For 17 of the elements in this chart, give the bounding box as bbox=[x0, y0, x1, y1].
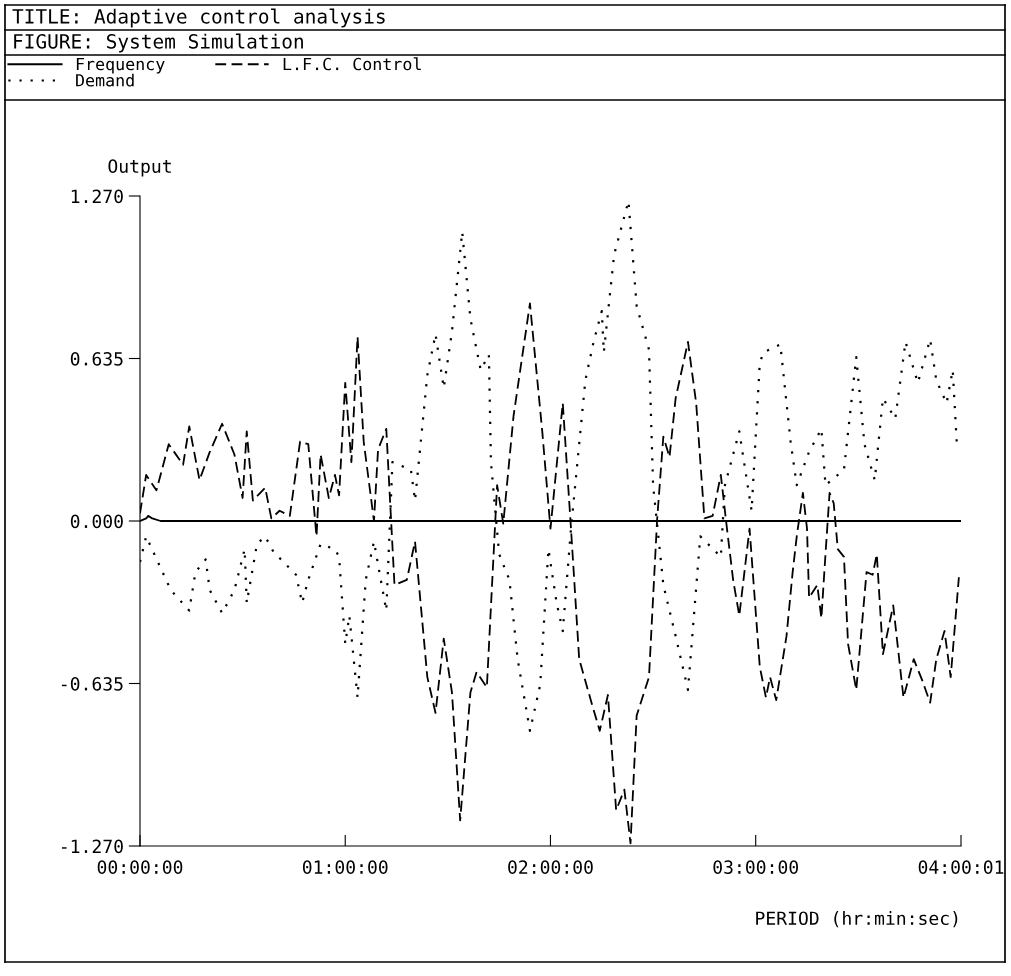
y-tick-label: 0.000 bbox=[70, 514, 123, 529]
y-axis-title: Output bbox=[108, 159, 171, 177]
legend-label: L.F.C. Control bbox=[283, 57, 421, 71]
x-tick-label: 01:00:00 bbox=[302, 860, 388, 874]
x-axis-title: PERIOD (hr:min:sec) bbox=[756, 911, 958, 928]
x-tick-label: 03:00:00 bbox=[713, 860, 799, 874]
y-tick-label: -0.635 bbox=[61, 677, 123, 691]
chart-title: TITLE: Adaptive control analysis bbox=[12, 8, 385, 28]
chart-subtitle: FIGURE: System Simulation bbox=[14, 33, 303, 53]
x-tick-label: 04:00:01 bbox=[918, 860, 1004, 874]
legend-label: Demand bbox=[76, 73, 134, 87]
y-tick-label: 0.635 bbox=[70, 352, 123, 366]
y-tick-label: -1.270 bbox=[61, 839, 123, 854]
legend-label: Frequency bbox=[76, 57, 165, 74]
y-tick-label: 1.270 bbox=[71, 189, 123, 204]
x-tick-label: 00:00:00 bbox=[97, 860, 183, 874]
x-tick-label: 02:00:00 bbox=[508, 860, 593, 874]
